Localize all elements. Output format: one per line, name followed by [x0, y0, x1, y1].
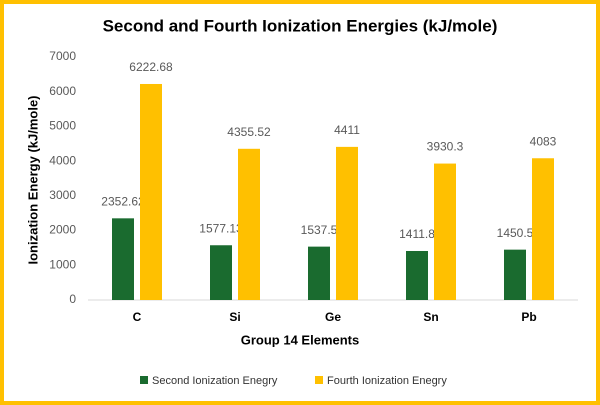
bar — [434, 163, 456, 300]
y-tick-label: 5000 — [49, 119, 76, 133]
x-axis-title: Group 14 Elements — [241, 332, 359, 347]
y-tick-label: 1000 — [49, 257, 76, 271]
legend-swatch — [315, 376, 323, 384]
x-tick-label: Si — [229, 310, 240, 324]
data-label: 4355.52 — [227, 125, 271, 139]
x-tick-label: Pb — [521, 310, 536, 324]
bar — [406, 250, 428, 300]
y-tick-label: 7000 — [49, 49, 76, 63]
data-label: 3930.3 — [427, 140, 464, 154]
data-label: 4411 — [334, 123, 360, 137]
bar — [112, 218, 134, 300]
data-label: 2352.62 — [101, 195, 145, 209]
bar — [308, 246, 330, 300]
legend-label: Second Ionization Enegry — [152, 375, 278, 387]
legend-swatch — [140, 376, 148, 384]
data-label: 4083 — [530, 134, 557, 148]
x-tick-label: C — [133, 310, 142, 324]
x-tick-label: Sn — [423, 310, 438, 324]
legend-label: Fourth Ionization Enegry — [327, 375, 447, 387]
data-label: 1537.5 — [301, 223, 338, 237]
x-tick-label: Ge — [325, 310, 341, 324]
y-axis-title: Ionization Energy (kJ/mole) — [25, 95, 40, 264]
chart-title: Second and Fourth Ionization Energies (k… — [103, 16, 498, 35]
data-label: 1450.5 — [497, 226, 534, 240]
y-tick-label: 4000 — [49, 153, 76, 167]
bar — [504, 249, 526, 300]
y-tick-label: 2000 — [49, 223, 76, 237]
data-label: 6222.68 — [129, 60, 173, 74]
bar — [532, 158, 554, 300]
y-tick-label: 6000 — [49, 84, 76, 98]
bar — [210, 245, 232, 300]
data-label: 1411.8 — [399, 227, 435, 241]
bar — [336, 146, 358, 300]
bar — [140, 83, 162, 301]
bar — [238, 148, 260, 300]
y-tick-label: 0 — [69, 292, 76, 306]
y-tick-label: 3000 — [49, 188, 76, 202]
data-label: 1577.13 — [199, 221, 243, 235]
